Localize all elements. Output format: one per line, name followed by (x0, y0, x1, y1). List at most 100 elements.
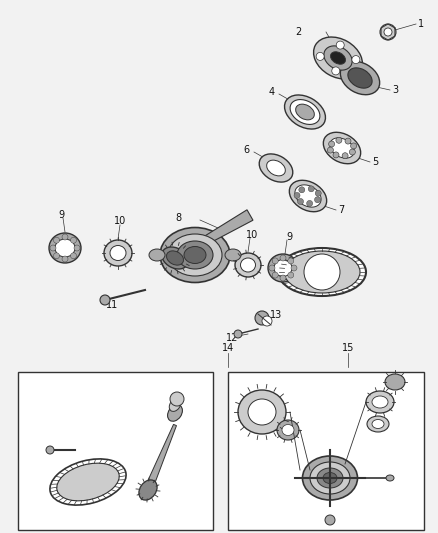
Text: 9: 9 (58, 210, 64, 220)
Ellipse shape (267, 160, 285, 176)
Ellipse shape (323, 472, 337, 483)
Ellipse shape (366, 391, 394, 413)
Text: 1: 1 (418, 19, 424, 29)
Circle shape (342, 153, 348, 159)
Ellipse shape (278, 248, 366, 296)
Circle shape (314, 197, 321, 203)
Polygon shape (173, 210, 253, 261)
Ellipse shape (166, 251, 184, 265)
Ellipse shape (168, 405, 182, 421)
Ellipse shape (303, 456, 357, 500)
Ellipse shape (57, 463, 119, 501)
Ellipse shape (285, 95, 325, 129)
Ellipse shape (149, 249, 165, 261)
Ellipse shape (296, 104, 314, 120)
Circle shape (272, 272, 278, 278)
Ellipse shape (160, 228, 230, 282)
Ellipse shape (184, 246, 206, 263)
Circle shape (280, 255, 286, 261)
Circle shape (71, 253, 77, 259)
Circle shape (269, 265, 275, 271)
Ellipse shape (248, 399, 276, 425)
Ellipse shape (290, 100, 320, 124)
Polygon shape (144, 424, 177, 491)
Circle shape (325, 515, 335, 525)
Circle shape (333, 152, 339, 158)
Circle shape (288, 272, 294, 278)
Ellipse shape (235, 253, 261, 277)
Ellipse shape (238, 390, 286, 434)
Ellipse shape (268, 254, 298, 282)
Ellipse shape (139, 480, 157, 500)
Ellipse shape (169, 399, 181, 411)
Text: 10: 10 (114, 216, 126, 226)
Ellipse shape (323, 132, 360, 164)
Ellipse shape (49, 233, 81, 263)
Ellipse shape (104, 240, 132, 266)
Circle shape (299, 187, 305, 193)
Circle shape (291, 265, 297, 271)
Circle shape (304, 254, 340, 290)
Ellipse shape (324, 46, 352, 70)
Ellipse shape (55, 239, 75, 257)
Circle shape (297, 198, 304, 205)
Text: 10: 10 (246, 230, 258, 240)
Ellipse shape (386, 475, 394, 481)
Ellipse shape (225, 249, 241, 261)
Ellipse shape (372, 419, 384, 429)
Circle shape (328, 147, 333, 153)
Circle shape (170, 392, 184, 406)
Circle shape (350, 143, 357, 149)
Circle shape (288, 258, 294, 264)
Circle shape (234, 330, 242, 338)
Ellipse shape (385, 374, 405, 390)
Text: 5: 5 (372, 157, 378, 167)
Text: 9: 9 (286, 232, 292, 242)
Ellipse shape (348, 68, 372, 88)
Text: 8: 8 (176, 213, 182, 223)
Circle shape (350, 149, 355, 155)
Ellipse shape (331, 52, 346, 64)
Ellipse shape (330, 138, 354, 158)
Circle shape (100, 295, 110, 305)
Circle shape (62, 256, 68, 262)
Ellipse shape (317, 468, 343, 488)
Text: 7: 7 (338, 205, 344, 215)
Circle shape (280, 275, 286, 281)
Circle shape (272, 258, 278, 264)
Circle shape (46, 446, 54, 454)
Circle shape (50, 245, 56, 251)
Circle shape (336, 138, 342, 143)
Bar (18, 372, 213, 530)
Ellipse shape (162, 247, 188, 269)
Circle shape (53, 237, 60, 243)
Ellipse shape (290, 180, 327, 212)
Text: 12: 12 (226, 333, 238, 343)
Circle shape (380, 24, 396, 40)
Circle shape (308, 186, 314, 192)
Ellipse shape (274, 260, 292, 277)
Circle shape (315, 190, 321, 196)
Circle shape (71, 237, 77, 243)
Text: 6: 6 (244, 145, 250, 155)
Ellipse shape (282, 424, 294, 435)
Text: 2: 2 (296, 27, 302, 37)
Circle shape (74, 245, 80, 251)
Text: 3: 3 (392, 85, 398, 95)
Text: 15: 15 (342, 343, 354, 353)
Circle shape (328, 141, 335, 147)
Circle shape (352, 55, 360, 63)
Circle shape (307, 200, 313, 206)
Circle shape (294, 192, 300, 198)
Circle shape (336, 41, 344, 49)
Ellipse shape (50, 459, 126, 505)
Circle shape (384, 28, 392, 36)
Circle shape (332, 67, 340, 75)
Text: 13: 13 (270, 310, 282, 320)
Circle shape (255, 311, 269, 325)
Circle shape (53, 253, 60, 259)
Text: 14: 14 (222, 343, 234, 353)
Ellipse shape (340, 61, 380, 95)
Ellipse shape (367, 416, 389, 432)
Circle shape (345, 138, 351, 144)
